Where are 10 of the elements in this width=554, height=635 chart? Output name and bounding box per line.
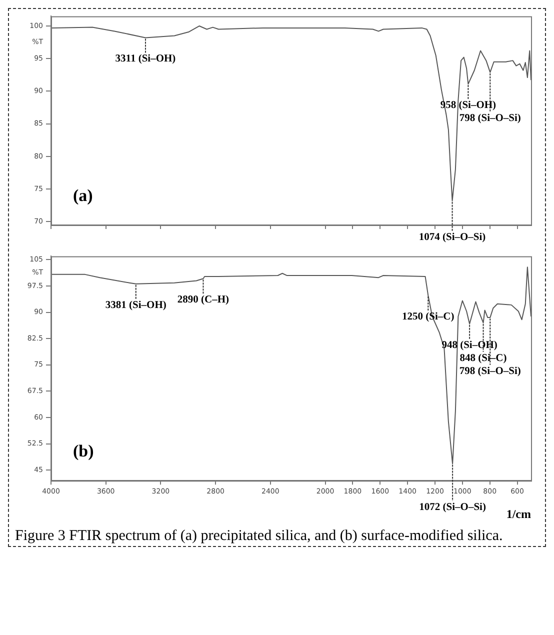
caption: Figure 3 FTIR spectrum of (a) precipitated silica, and (b) surface-modified silica.	[15, 527, 504, 546]
annotation: 3311 (Si–OH)	[115, 54, 176, 65]
annotation: 2890 (C–H)	[177, 294, 230, 306]
text: (a)	[73, 186, 93, 205]
annotation: 3381 (Si–OH)	[105, 300, 167, 311]
annotation: 848 (Si–C)	[460, 352, 508, 364]
annotation: 798 (Si–O–Si)	[459, 366, 522, 377]
x-axis-title: 1/cm	[506, 507, 532, 522]
annotation: 798 (Si–O–Si)	[459, 113, 522, 124]
text: (b)	[73, 441, 94, 460]
